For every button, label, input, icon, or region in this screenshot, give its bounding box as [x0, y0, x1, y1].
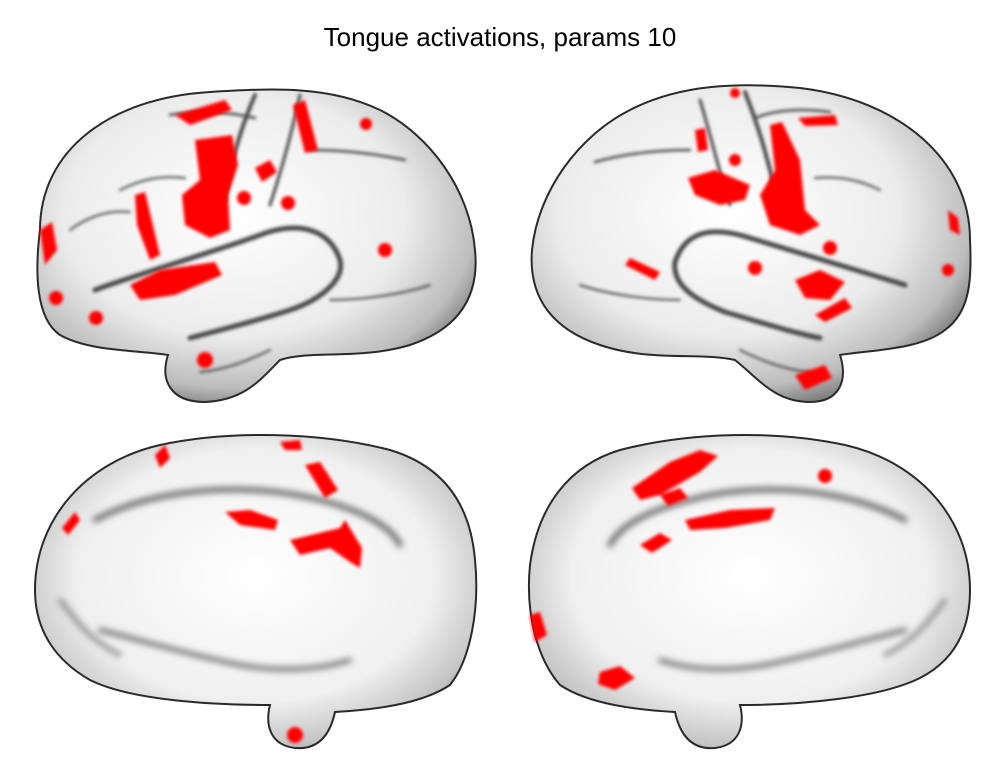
right-medial-sulci [607, 487, 947, 672]
left-medial-view [33, 433, 478, 750]
activation-cluster [598, 666, 635, 690]
activation-cluster [175, 100, 232, 125]
activation-cluster [795, 270, 845, 300]
activation-cluster [255, 160, 277, 182]
activation-spot [197, 352, 213, 368]
activation-cluster [305, 462, 338, 498]
activation-cluster [155, 445, 170, 468]
activation-cluster [280, 440, 302, 450]
right-lateral-cortex [530, 84, 972, 404]
activation-cluster [640, 533, 672, 553]
activation-cluster [660, 488, 688, 506]
activation-cluster [795, 365, 832, 390]
activation-spot [287, 727, 303, 743]
activation-cluster [40, 222, 57, 265]
activation-spot [729, 154, 741, 166]
activation-cluster [760, 122, 820, 235]
right-lateral-activations [625, 88, 960, 390]
activation-spot [730, 88, 740, 98]
left-medial-activations [62, 440, 362, 743]
right-lateral-view [530, 84, 972, 404]
activation-cluster [685, 508, 775, 530]
right-medial-activations [530, 450, 832, 690]
activation-spot [89, 311, 103, 325]
activation-spot [818, 469, 832, 483]
left-medial-sulci [58, 487, 403, 672]
activation-spot [823, 241, 837, 255]
left-lateral-cortex [36, 88, 477, 404]
activation-cluster [632, 450, 718, 500]
activation-cluster [182, 135, 238, 238]
activation-cluster [130, 262, 222, 300]
activation-spot [237, 191, 251, 205]
left-lateral-view [36, 88, 477, 404]
activation-cluster [688, 170, 750, 205]
activation-spot [378, 243, 392, 257]
activation-spot [360, 118, 372, 130]
activation-spot [281, 196, 295, 210]
activation-cluster [290, 520, 362, 568]
activation-spot [49, 291, 63, 305]
activation-cluster [530, 612, 547, 642]
activation-cluster [625, 258, 660, 280]
activation-cluster [293, 100, 318, 153]
activation-cluster [225, 510, 278, 530]
left-lateral-activations [40, 100, 392, 368]
activation-cluster [135, 192, 160, 260]
activation-spot [942, 264, 954, 276]
activation-cluster [798, 115, 838, 126]
right-medial-view [527, 433, 972, 750]
activation-cluster [815, 298, 852, 322]
activation-cluster [948, 210, 960, 235]
left-medial-cortex [33, 433, 478, 750]
activation-spot [748, 261, 762, 275]
right-medial-cortex [527, 433, 972, 750]
activation-cluster [695, 128, 708, 152]
activation-cluster [62, 512, 80, 535]
figure-title: Tongue activations, params 10 [323, 22, 677, 52]
